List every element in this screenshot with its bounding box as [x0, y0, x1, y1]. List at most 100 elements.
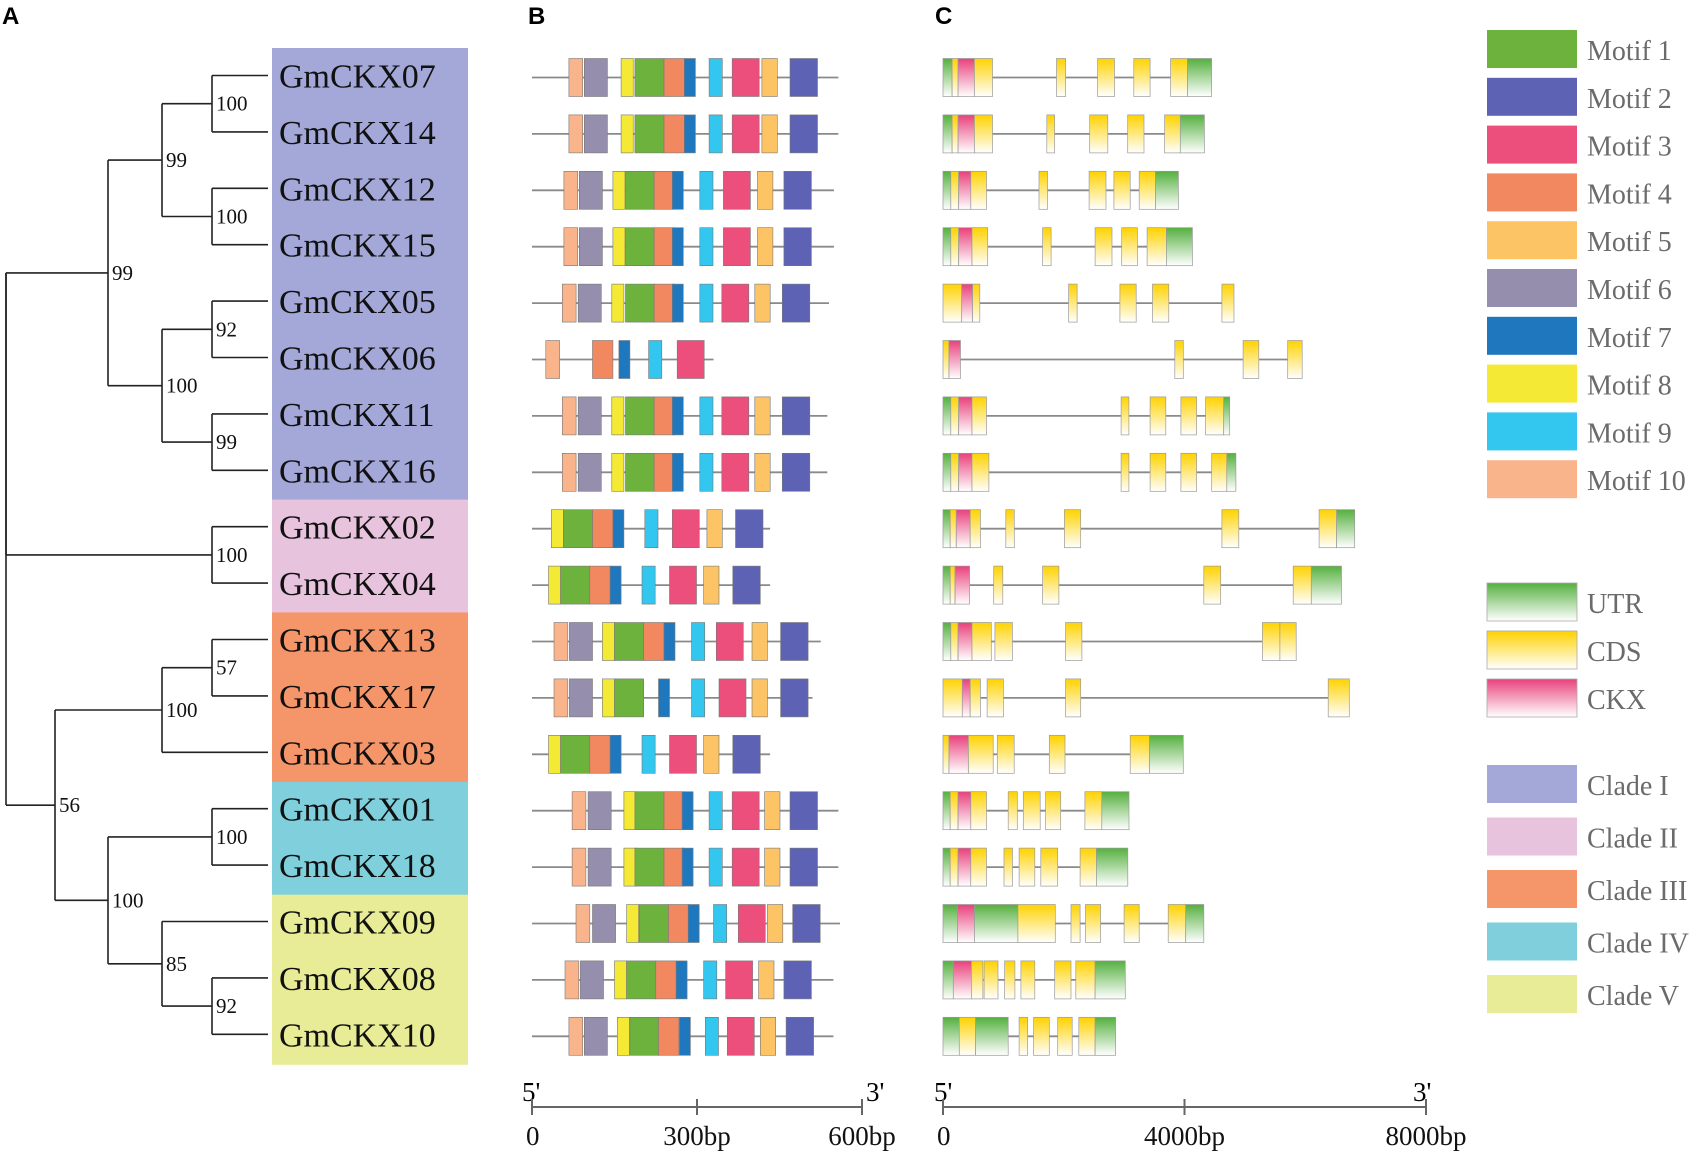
cds-block — [1123, 904, 1140, 943]
clade-backgrounds — [272, 48, 468, 1065]
structure-row — [942, 227, 1193, 267]
cds-block — [1057, 1016, 1073, 1056]
legend-label-motif-7: Motif 7 — [1587, 323, 1672, 354]
motif-4-box — [653, 227, 675, 266]
motif-5-box — [761, 58, 778, 97]
legend-swatch-motif-1 — [1487, 30, 1577, 68]
utr-block — [974, 904, 1019, 943]
bootstrap-value: 100 — [166, 698, 198, 722]
gene-label: GmCKX15 — [279, 228, 436, 265]
ckx-block — [957, 622, 973, 661]
motif-1-box — [614, 678, 645, 718]
legend-swatch-motif-8 — [1487, 364, 1577, 403]
utr-block — [942, 565, 951, 605]
cds-block — [1046, 114, 1055, 154]
cds-block — [1017, 904, 1056, 943]
motif-10-box — [568, 58, 584, 97]
motif-5-box — [758, 960, 775, 1000]
clade-band-gmckx10 — [272, 1007, 468, 1065]
gene-label: GmCKX09 — [279, 905, 436, 942]
motif-2-box — [735, 509, 764, 549]
clade-band-gmckx09 — [272, 894, 468, 952]
cds-block — [950, 227, 959, 267]
cds-block — [1084, 791, 1103, 831]
scale-tick-label: 300bp — [663, 1121, 731, 1151]
motif-5-box — [757, 171, 774, 210]
motif-10-box — [545, 340, 560, 379]
motif-7-box — [681, 791, 694, 831]
legend-label-ckx: CKX — [1587, 685, 1646, 716]
clade-band-gmckx02 — [272, 499, 468, 557]
cds-block — [949, 565, 956, 605]
motif-10-box — [571, 847, 587, 887]
clade-band-gmckx06 — [272, 330, 468, 388]
motif-7-box — [658, 678, 670, 718]
legend-swatch-cds — [1486, 630, 1578, 670]
utr-block — [942, 904, 958, 943]
structure-row — [942, 960, 1126, 1000]
legend-label-motif-8: Motif 8 — [1587, 371, 1672, 402]
cds-block — [942, 340, 950, 379]
motif-2-box — [789, 58, 818, 97]
motif-3-box — [725, 960, 753, 1000]
cds-block — [972, 283, 981, 323]
cds-block — [971, 622, 992, 661]
legend-swatch-motif-5 — [1487, 221, 1577, 260]
cds-block — [1262, 622, 1281, 661]
motif-3-box — [718, 678, 747, 718]
motif-2-box — [783, 227, 812, 266]
motif-7-box — [684, 114, 696, 154]
motif-3-box — [721, 452, 750, 492]
cds-block — [1318, 509, 1337, 549]
motif-4-box — [592, 509, 614, 549]
motif-row — [532, 622, 821, 661]
motif-5-box — [703, 734, 720, 774]
motif-2-box — [789, 114, 818, 154]
cds-block — [1174, 340, 1184, 379]
gene-label: GmCKX12 — [279, 171, 436, 208]
motif-1-box — [634, 791, 665, 831]
motif-5-box — [764, 847, 781, 887]
cds-block — [1119, 283, 1137, 323]
clade-band-gmckx04 — [272, 556, 468, 614]
motif-6-box — [583, 1016, 608, 1056]
utr-block — [1094, 960, 1126, 1000]
motif-2-box — [781, 283, 811, 323]
structure-row — [942, 734, 1184, 774]
motif-3-box — [715, 622, 744, 661]
gene-label: GmCKX05 — [279, 284, 436, 321]
cds-block — [1292, 565, 1312, 605]
cds-block — [1121, 227, 1138, 267]
clade-band-gmckx07 — [272, 48, 468, 106]
motif-2-box — [789, 791, 818, 831]
scale-c-end: 3' — [1413, 1077, 1431, 1107]
panel-label-c: C — [935, 3, 952, 30]
structure-row — [942, 678, 1350, 718]
bootstrap-value: 100 — [216, 543, 248, 567]
motif-diagram — [532, 58, 840, 1056]
utr-block — [942, 170, 952, 210]
motif-8-box — [550, 509, 564, 549]
ckx-block — [957, 847, 972, 887]
legend-swatch-motif-4 — [1487, 173, 1577, 212]
motif-8-box — [548, 734, 561, 774]
utr-block — [942, 791, 951, 831]
motif-5-box — [761, 114, 778, 154]
motif-9-box — [641, 734, 656, 774]
legend-swatch-motif-10 — [1487, 460, 1577, 499]
motif-4-box — [663, 58, 685, 97]
motif-10-box — [563, 227, 579, 266]
legend-swatch-clade-i — [1487, 765, 1577, 803]
cds-block — [1054, 960, 1072, 1000]
ckx-block — [957, 114, 975, 154]
motif-row — [532, 734, 771, 774]
bootstrap-value: 92 — [216, 994, 237, 1018]
motif-8-box — [614, 960, 627, 1000]
motif-5-box — [767, 904, 784, 943]
motif-1-box — [560, 734, 591, 774]
motif-1-box — [634, 58, 665, 97]
cds-block — [1079, 847, 1097, 887]
cds-block — [1065, 622, 1083, 661]
clade-band-gmckx08 — [272, 951, 468, 1009]
ckx-block — [952, 960, 972, 1000]
